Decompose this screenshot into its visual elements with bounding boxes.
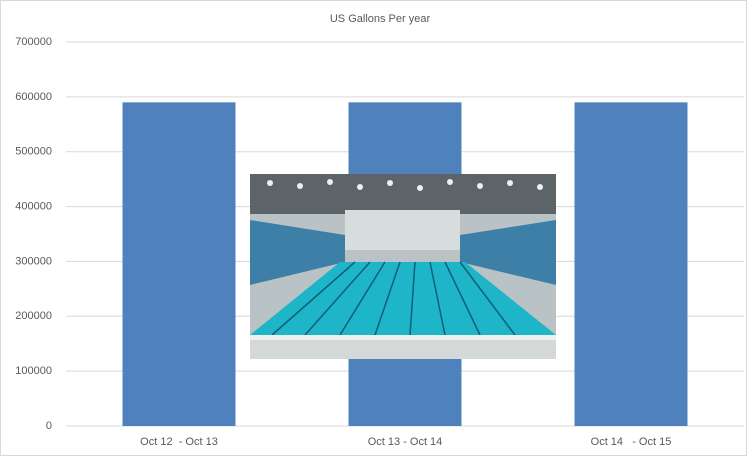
y-tick-label: 200000 [15,310,52,322]
y-tick-label: 500000 [15,146,52,158]
bar [122,102,236,426]
y-tick-label: 100000 [15,365,52,377]
y-tick-label: 400000 [15,200,52,212]
pool-photo [250,174,556,359]
x-tick-label: Oct 14 - Oct 15 [591,436,672,448]
y-tick-label: 700000 [15,36,52,48]
chart-title: US Gallons Per year [330,13,431,25]
x-tick-label: Oct 12 - Oct 13 [140,436,218,448]
x-tick-label: Oct 13 - Oct 14 [368,436,443,448]
y-tick-label: 600000 [15,91,52,103]
y-tick-label: 0 [46,420,52,432]
y-tick-label: 300000 [15,255,52,267]
bar [574,102,688,426]
